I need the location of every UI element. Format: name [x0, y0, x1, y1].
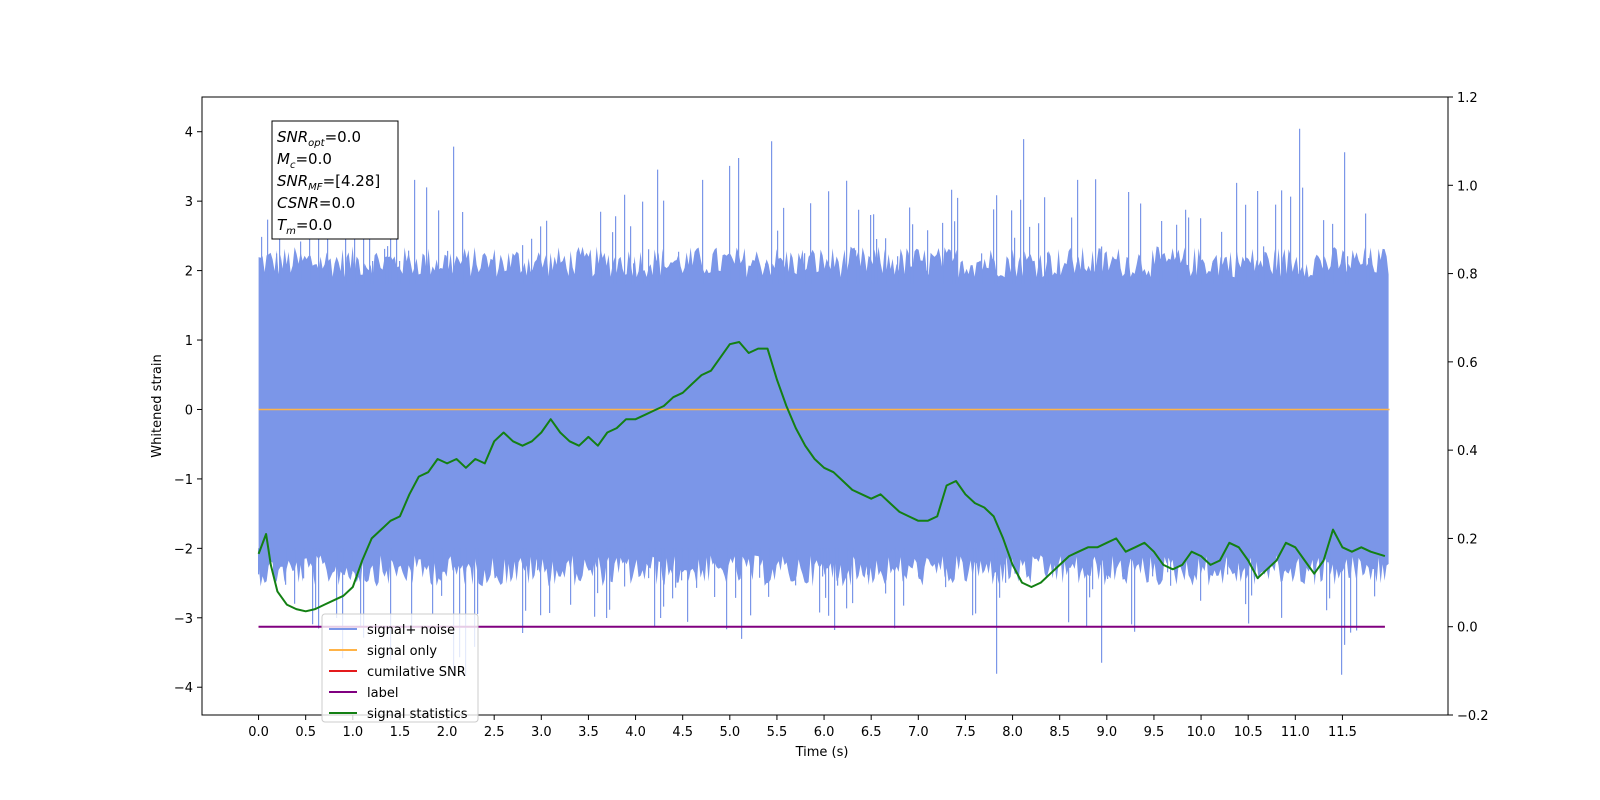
- x-axis-label: Time (s): [795, 745, 849, 760]
- x-tick-label: 0.0: [248, 725, 269, 740]
- x-tick-label: 7.5: [955, 725, 976, 740]
- stats-subscript: c: [290, 160, 296, 171]
- x-tick-label: 6.5: [861, 725, 882, 740]
- y2-tick-label: 0.8: [1457, 268, 1478, 283]
- y2-tick-label: 0.2: [1457, 532, 1478, 547]
- legend-label: signal only: [367, 644, 437, 659]
- x-tick-label: 2.0: [437, 725, 458, 740]
- x-tick-label: 2.5: [484, 725, 505, 740]
- stats-subscript: m: [286, 226, 296, 237]
- legend-frame: [321, 613, 479, 723]
- x-tick-label: 5.5: [767, 725, 788, 740]
- x-tick-label: 4.0: [625, 725, 646, 740]
- x-tick-label: 1.5: [390, 725, 411, 740]
- stats-subscript: opt: [308, 138, 325, 149]
- y2-tick-label: 0.0: [1457, 621, 1478, 636]
- x-tick-label: 1.0: [342, 725, 363, 740]
- stats-symbol: SNR: [277, 128, 308, 146]
- y-tick-label: 0: [185, 403, 193, 418]
- y-tick-label: 3: [185, 195, 193, 210]
- y2-tick-label: 0.6: [1457, 356, 1478, 371]
- y2-tick-label: 0.4: [1457, 444, 1478, 459]
- y2-tick-label: 1.0: [1457, 179, 1478, 194]
- x-tick-label: 0.5: [295, 725, 316, 740]
- stats-line: SNRMF=[4.28]: [277, 172, 380, 193]
- stats-line: Mc=0.0: [277, 150, 332, 171]
- stats-line: CSNR=0.0: [277, 194, 355, 212]
- stats-value: =0.0: [325, 128, 361, 146]
- stats-value: =0.0: [296, 216, 332, 234]
- legend-label: signal statistics: [367, 707, 468, 722]
- y-tick-label: −4: [174, 681, 193, 696]
- x-tick-label: 10.0: [1187, 725, 1216, 740]
- y-tick-label: 2: [185, 265, 193, 280]
- legend: signal+ noise signal only cumilative SNR la…: [321, 613, 479, 723]
- signal-noise-series: [258, 246, 1389, 587]
- stats-subscript: MF: [308, 182, 323, 193]
- x-tick-label: 4.5: [672, 725, 693, 740]
- plot-frame: [201, 96, 1449, 716]
- y-tick-label: 1: [185, 334, 193, 349]
- stats-value: =0.0: [319, 194, 355, 212]
- x-tick-label: 3.0: [531, 725, 552, 740]
- y-tick-label: −2: [174, 542, 193, 557]
- y2-tick-label: 1.2: [1457, 91, 1478, 106]
- x-tick-label: 8.5: [1049, 725, 1070, 740]
- x-tick-label: 11.5: [1328, 725, 1357, 740]
- x-tick-label: 11.0: [1281, 725, 1310, 740]
- stats-symbol: M: [277, 150, 290, 168]
- stats-box-frame: [271, 120, 399, 240]
- y-tick-label: −1: [174, 473, 193, 488]
- y-tick-label: 4: [185, 126, 193, 141]
- x-tick-label: 6.0: [814, 725, 835, 740]
- legend-label: signal+ noise: [367, 623, 455, 638]
- stats-symbol: T: [277, 216, 288, 234]
- stats-symbol: CSNR: [277, 194, 319, 212]
- stats-line: SNRopt=0.0: [277, 128, 361, 149]
- legend-label: cumilative SNR: [367, 665, 466, 680]
- y-axis-left: −4 −3 −2 −1 0 1 2 3 4: [174, 126, 202, 696]
- x-tick-label: 9.0: [1096, 725, 1117, 740]
- legend-label: label: [367, 686, 398, 701]
- x-tick-label: 3.5: [578, 725, 599, 740]
- y-axis-label: Whitened strain: [150, 354, 165, 457]
- signal-statistics-series: [257, 341, 1386, 613]
- x-tick-label: 7.0: [908, 725, 929, 740]
- stats-symbol: SNR: [277, 172, 308, 190]
- stats-line: Tm=0.0: [277, 216, 332, 237]
- y-axis-right: −0.2 0.0 0.2 0.4 0.6 0.8 1.0 1.2: [1448, 91, 1489, 724]
- y-tick-label: −3: [174, 612, 193, 627]
- stats-value: =0.0: [295, 150, 331, 168]
- x-tick-label: 9.5: [1144, 725, 1165, 740]
- x-tick-label: 5.0: [719, 725, 740, 740]
- stats-value: =[4.28]: [323, 172, 381, 190]
- x-axis: 0.0 0.5 1.0 1.5 2.0 2.5 3.0 3.5 4.0 4.5 5.0 5.5 6.0 6…: [248, 715, 1357, 740]
- stats-annotation-box: SNRopt=0.0Mc=0.0SNRMF=[4.28]CSNR=0.0Tm=0…: [271, 120, 399, 240]
- x-tick-label: 8.0: [1002, 725, 1023, 740]
- x-tick-label: 10.5: [1234, 725, 1263, 740]
- y2-tick-label: −0.2: [1457, 709, 1489, 724]
